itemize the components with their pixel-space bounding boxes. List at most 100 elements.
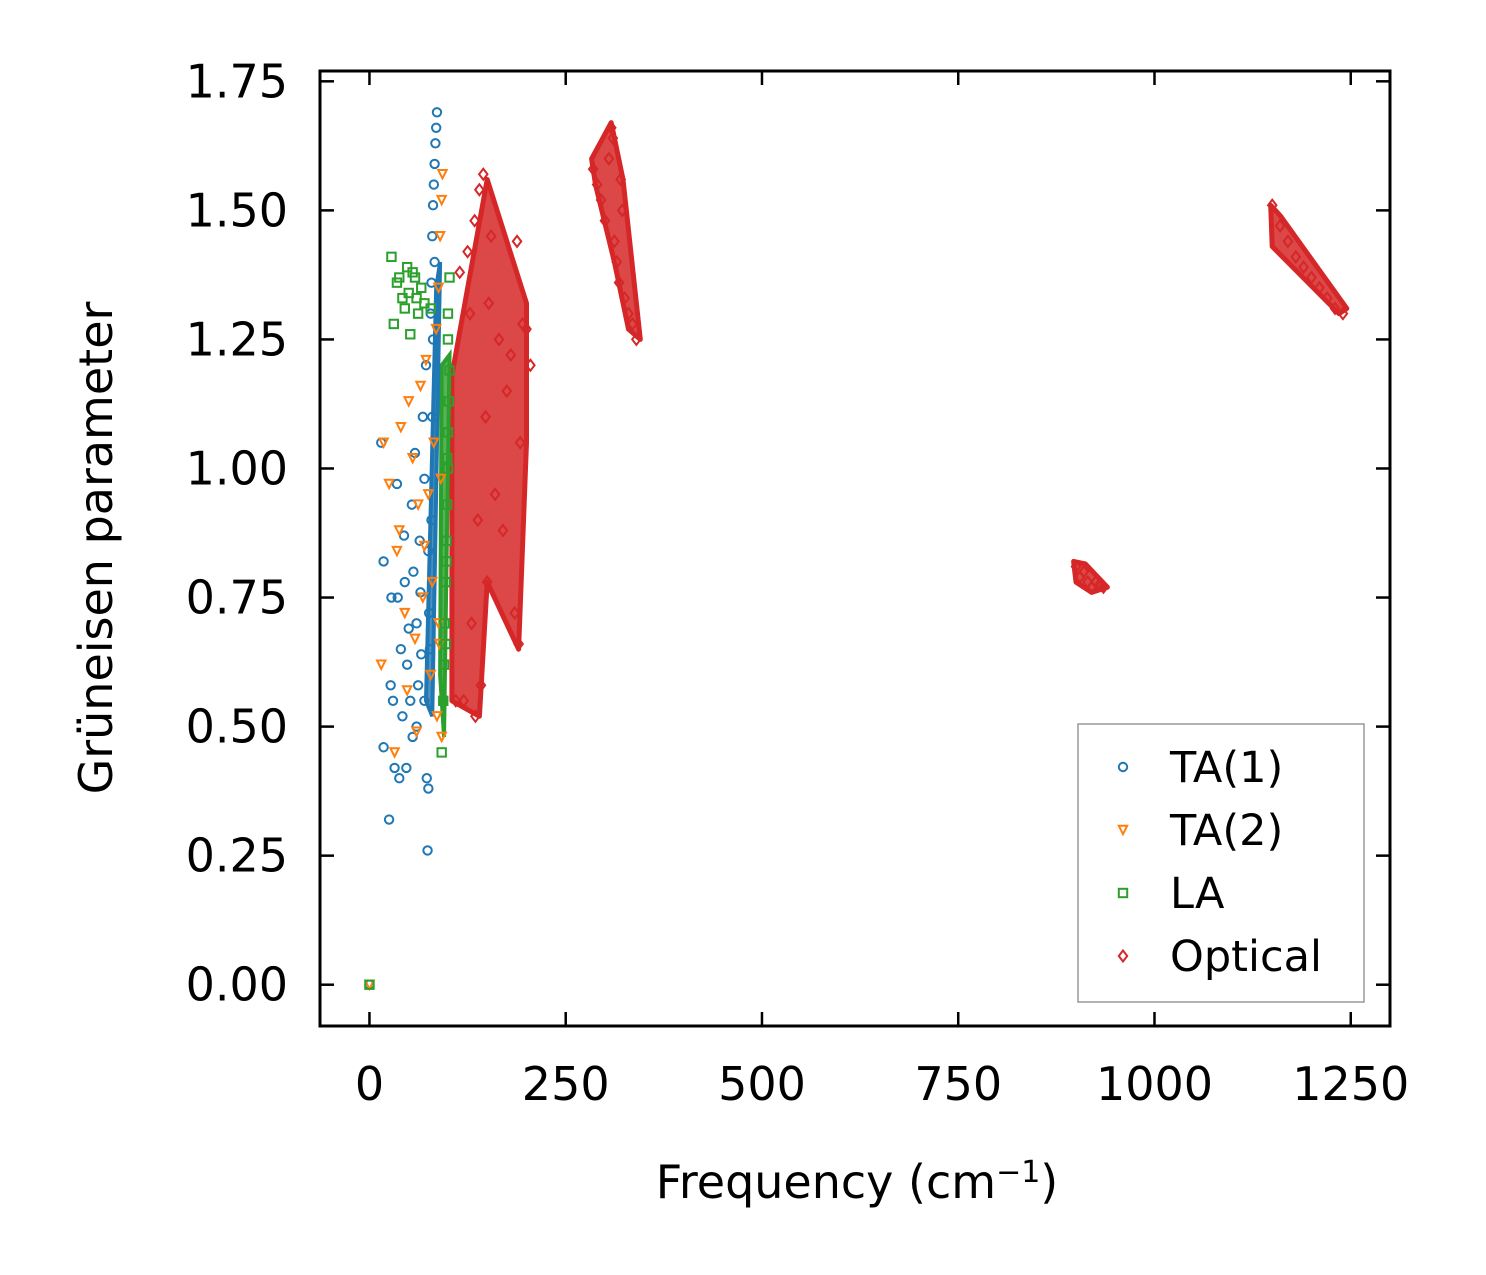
y-tick-label: 0.75: [186, 571, 288, 625]
data-point-ta1: [395, 643, 407, 655]
data-point-ta1: [428, 179, 440, 190]
data-point-ta1: [420, 360, 432, 371]
data-point-optical: [1282, 234, 1294, 249]
data-point-ta1: [403, 623, 414, 634]
legend-marker-ta1: [1117, 761, 1129, 773]
data-point-ta1: [397, 711, 408, 722]
data-point-ta1: [392, 592, 403, 603]
data-point-optical: [472, 513, 484, 528]
data-point-la: [439, 618, 451, 629]
optical-density-clusters: [423, 120, 1350, 738]
data-point-optical: [1306, 270, 1317, 285]
data-point-optical: [603, 151, 615, 166]
data-points: [363, 107, 1349, 992]
data-point-ta1: [423, 607, 435, 619]
data-point-ta1: [408, 566, 419, 577]
data-point-optical: [613, 275, 625, 290]
data-point-ta1: [399, 576, 410, 588]
data-point-ta1: [424, 643, 436, 655]
data-point-optical: [1070, 559, 1082, 574]
x-axis-ticks: 0 250 500 750 1000 1250: [355, 71, 1409, 1111]
data-point-ta2: [377, 437, 390, 450]
data-point-la: [405, 329, 416, 340]
data-point-optical: [509, 605, 521, 621]
data-point-ta2: [432, 282, 445, 295]
data-point-ta2: [420, 354, 432, 367]
legend-marker-ta2: [1117, 824, 1129, 837]
data-point-la: [441, 556, 452, 567]
data-point-optical: [497, 523, 509, 538]
data-point-ta1: [423, 783, 434, 794]
legend: TA(1) TA(2) LA Optical: [1077, 723, 1365, 1003]
optical-cluster-4: [1268, 202, 1350, 317]
data-point-optical: [524, 358, 536, 373]
data-point-ta2: [422, 489, 435, 501]
data-point-optical: [599, 213, 611, 228]
data-point-optical: [475, 678, 487, 693]
data-point-ta1: [389, 762, 400, 774]
data-point-optical: [611, 254, 623, 270]
data-point-optical: [466, 616, 477, 631]
data-point-ta2: [409, 633, 421, 646]
data-point-la: [388, 318, 399, 330]
data-point-optical: [1078, 564, 1090, 579]
data-point-la: [442, 463, 454, 474]
data-point-optical: [454, 265, 466, 280]
data-point-optical: [483, 296, 495, 311]
data-point-optical: [615, 172, 627, 187]
data-point-ta1: [419, 695, 430, 706]
data-point-optical: [505, 347, 517, 363]
data-point-la: [444, 365, 455, 376]
data-point-optical: [521, 322, 532, 337]
data-point-ta1: [431, 107, 443, 118]
data-point-ta1: [378, 742, 389, 753]
data-point-ta2: [435, 731, 448, 744]
data-point-optical: [626, 316, 638, 332]
data-point-ta1: [386, 592, 397, 603]
data-point-ta2: [435, 473, 447, 486]
data-point-ta1: [405, 695, 416, 706]
x-tick-label: 1000: [1096, 1057, 1213, 1111]
data-point-ta1: [427, 230, 438, 242]
data-point-optical: [481, 574, 493, 590]
data-point-ta2: [410, 726, 423, 739]
data-point-la: [438, 695, 449, 706]
data-point-ta2: [424, 669, 437, 682]
data-point-optical: [1337, 306, 1349, 321]
data-point-optical: [477, 167, 489, 182]
legend-marker-optical: [1117, 948, 1129, 964]
data-point-optical: [1329, 301, 1341, 316]
data-point-ta2: [406, 452, 419, 465]
data-point-optical: [619, 291, 631, 306]
data-point-optical: [616, 203, 628, 218]
data-point-la: [394, 272, 405, 283]
data-point-ta1: [412, 680, 424, 691]
data-point-ta1: [394, 773, 405, 784]
data-point-la: [425, 303, 436, 314]
data-point-ta1: [387, 695, 399, 706]
data-point-optical: [630, 332, 642, 347]
optical-cluster-2: [589, 120, 643, 342]
data-point-optical: [1098, 580, 1109, 595]
data-point-ta1: [391, 478, 403, 490]
data-point-la: [441, 499, 453, 510]
data-point-optical: [493, 332, 505, 347]
data-point-optical: [623, 306, 634, 321]
data-point-la: [438, 659, 450, 670]
data-point-la: [442, 334, 454, 345]
x-axis-label: Frequency (cm−1): [656, 1155, 1059, 1209]
data-point-ta2: [391, 545, 403, 558]
x-tick-label: 1250: [1292, 1057, 1409, 1111]
data-point-ta2: [393, 525, 406, 537]
data-point-ta2: [418, 540, 431, 553]
legend-marker-la: [1117, 887, 1129, 899]
data-point-optical: [1298, 260, 1310, 275]
data-point-optical: [1266, 198, 1278, 213]
y-axis-ticks: 0.00 0.25 0.50 0.75 1.00 1.25 1.50 1.75: [186, 54, 1390, 1012]
data-point-ta2: [428, 437, 440, 450]
data-point-ta2: [398, 607, 411, 620]
data-point-optical: [489, 487, 501, 502]
data-point-ta2: [388, 747, 401, 759]
data-point-ta1: [385, 680, 396, 691]
y-tick-label: 0.50: [186, 700, 288, 754]
